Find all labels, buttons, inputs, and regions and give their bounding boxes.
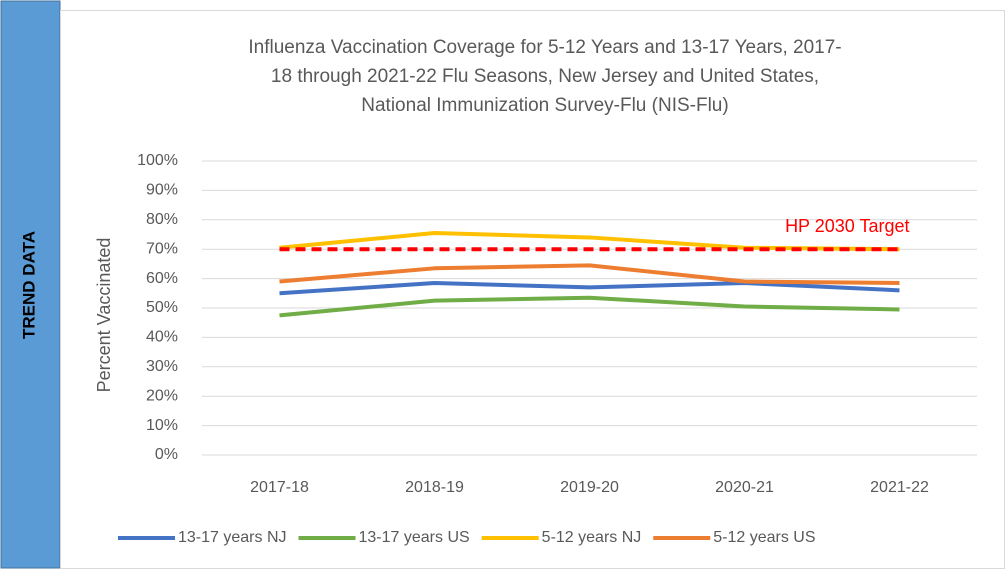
series-line	[279, 281, 900, 296]
y-tick-label: 90%	[146, 182, 178, 199]
y-axis-label: Percent Vaccinated	[94, 238, 114, 393]
legend-label: 13-17 years US	[359, 529, 470, 546]
x-tick-label: 2021-22	[870, 479, 929, 496]
y-tick-label: 20%	[146, 387, 178, 404]
x-tick-label: 2018-19	[405, 479, 464, 496]
y-tick-label: 10%	[146, 417, 178, 434]
series-line	[279, 263, 900, 286]
legend-label: 5-12 years US	[713, 529, 815, 546]
chart-title: 18 through 2021-22 Flu Seasons, New Jers…	[271, 66, 819, 87]
y-tick-label: 0%	[155, 446, 178, 463]
y-tick-label: 80%	[146, 211, 178, 228]
x-tick-label: 2020-21	[715, 479, 774, 496]
sidebar	[0, 0, 61, 569]
sidebar-label: TREND DATA	[19, 231, 38, 339]
y-tick-label: 40%	[146, 329, 178, 346]
legend-label: 5-12 years NJ	[542, 529, 642, 546]
x-tick-label: 2019-20	[560, 479, 619, 496]
legend-label: 13-17 years NJ	[178, 529, 287, 546]
y-tick-label: 60%	[146, 270, 178, 287]
target-label: HP 2030 Target	[785, 216, 909, 236]
y-tick-label: 100%	[137, 152, 178, 169]
chart-title: Influenza Vaccination Coverage for 5-12 …	[248, 37, 841, 58]
y-tick-label: 30%	[146, 358, 178, 375]
x-tick-label: 2017-18	[250, 479, 309, 496]
series-line	[279, 295, 900, 318]
chart-title: National Immunization Survey-Flu (NIS-Fl…	[361, 95, 728, 116]
y-tick-label: 50%	[146, 299, 178, 316]
y-tick-label: 70%	[146, 240, 178, 257]
